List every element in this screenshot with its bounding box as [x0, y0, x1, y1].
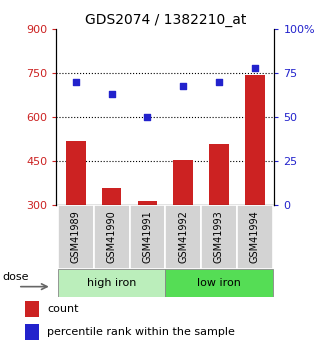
Point	[109, 92, 114, 97]
Bar	[94, 205, 130, 269]
Text: dose: dose	[3, 272, 29, 282]
Bar	[237, 205, 273, 269]
Text: GSM41990: GSM41990	[107, 210, 117, 263]
Bar	[58, 269, 165, 297]
Text: high iron: high iron	[87, 278, 136, 288]
Bar	[138, 201, 157, 205]
Bar	[66, 141, 86, 205]
Bar	[130, 205, 165, 269]
Point	[181, 83, 186, 88]
Text: count: count	[47, 304, 79, 314]
Text: GSM41992: GSM41992	[178, 210, 188, 263]
Bar	[58, 205, 94, 269]
Point	[145, 115, 150, 120]
Text: GSM41993: GSM41993	[214, 210, 224, 263]
Point	[252, 65, 257, 71]
Bar	[209, 144, 229, 205]
Bar	[25, 324, 39, 340]
Point	[73, 79, 78, 85]
Bar	[245, 75, 265, 205]
Bar	[165, 269, 273, 297]
Bar	[173, 160, 193, 205]
Text: GSM41989: GSM41989	[71, 210, 81, 263]
Bar	[25, 301, 39, 317]
Text: GSM41991: GSM41991	[143, 210, 152, 263]
Point	[216, 79, 221, 85]
Bar	[102, 188, 121, 205]
Bar	[165, 205, 201, 269]
Text: GSM41994: GSM41994	[250, 210, 260, 263]
Bar	[201, 205, 237, 269]
Text: low iron: low iron	[197, 278, 241, 288]
Title: GDS2074 / 1382210_at: GDS2074 / 1382210_at	[85, 13, 246, 27]
Text: percentile rank within the sample: percentile rank within the sample	[47, 327, 235, 337]
